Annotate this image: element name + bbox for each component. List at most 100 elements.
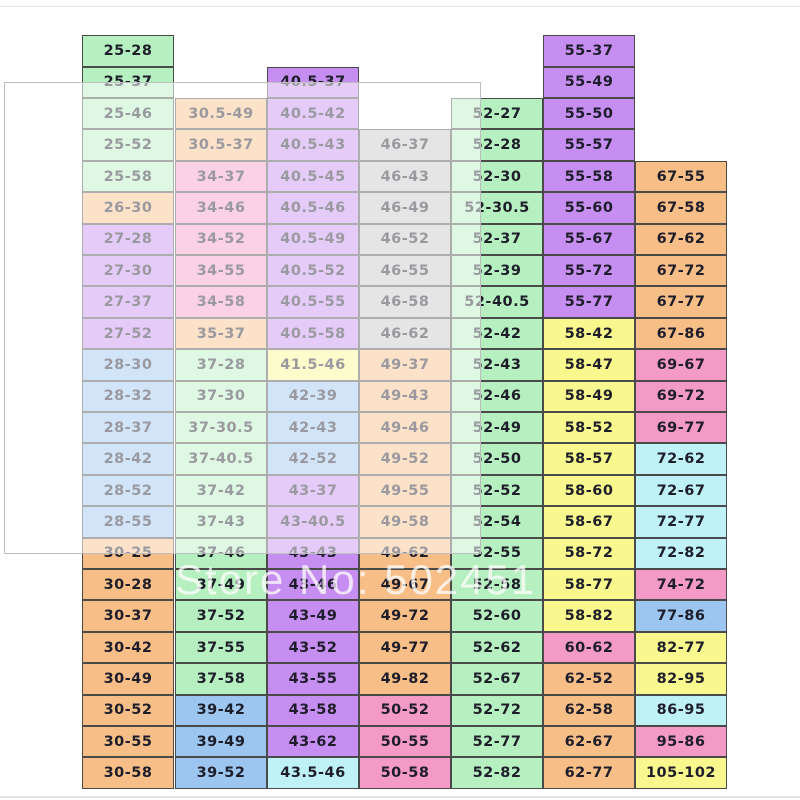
size-cell: 82-95 [635, 663, 727, 695]
size-cell: 25-46 [82, 98, 174, 130]
size-cell: 30-28 [82, 569, 174, 601]
size-cell: 46-55 [359, 255, 451, 287]
size-cell: 67-72 [635, 255, 727, 287]
size-cell: 52-28 [451, 129, 543, 161]
size-cell: 39-52 [175, 757, 267, 789]
size-cell: 40.5-55 [267, 286, 359, 318]
size-cell: 58-67 [543, 506, 635, 538]
size-cell: 50-55 [359, 726, 451, 758]
size-cell: 49-67 [359, 569, 451, 601]
size-cell: 30-58 [82, 757, 174, 789]
size-cell: 49-43 [359, 380, 451, 413]
size-cell: 28-30 [82, 349, 174, 381]
size-cell: 52-67 [451, 663, 543, 695]
size-cell: 49-82 [359, 663, 451, 695]
size-cell: 40.5-37 [267, 66, 359, 99]
size-cell: 28-32 [82, 380, 174, 413]
size-cell: 40.5-52 [267, 255, 359, 287]
size-cell: 58-57 [543, 443, 635, 475]
size-cell: 52-37 [451, 223, 543, 256]
size-cell: 52-82 [451, 757, 543, 789]
size-cell: 67-62 [635, 223, 727, 256]
size-cell: 52-54 [451, 506, 543, 538]
size-cell: 52-27 [451, 98, 543, 130]
size-cell: 37-55 [175, 631, 267, 664]
size-cell: 58-60 [543, 474, 635, 507]
size-cell: 67-86 [635, 317, 727, 350]
size-cell: 30-37 [82, 600, 174, 632]
size-cell: 55-50 [543, 98, 635, 130]
size-cell: 52-72 [451, 694, 543, 727]
size-cell: 43-58 [267, 694, 359, 727]
size-cell: 27-37 [82, 286, 174, 318]
size-cell: 52-58 [451, 569, 543, 601]
size-cell: 46-52 [359, 223, 451, 256]
size-cell: 30-25 [82, 537, 174, 570]
size-cell: 37-28 [175, 349, 267, 381]
size-cell: 46-49 [359, 192, 451, 224]
size-cell: 55-60 [543, 192, 635, 224]
size-cell: 30-55 [82, 726, 174, 758]
size-cell: 62-58 [543, 694, 635, 727]
size-cell: 34-58 [175, 286, 267, 318]
size-cell: 72-67 [635, 474, 727, 507]
size-cell: 58-77 [543, 569, 635, 601]
size-cell: 42-39 [267, 380, 359, 413]
size-cell: 40.5-43 [267, 129, 359, 161]
size-cell: 55-77 [543, 286, 635, 318]
size-cell: 28-55 [82, 506, 174, 538]
size-cell: 52-52 [451, 474, 543, 507]
size-cell: 28-37 [82, 412, 174, 444]
size-cell: 95-86 [635, 726, 727, 758]
size-cell: 52-55 [451, 537, 543, 570]
size-cell: 37-52 [175, 600, 267, 632]
size-cell: 52-62 [451, 631, 543, 664]
size-cell: 58-72 [543, 537, 635, 570]
size-cell: 27-30 [82, 255, 174, 287]
size-cell: 37-43 [175, 506, 267, 538]
size-cell: 37-40.5 [175, 443, 267, 475]
size-cell: 62-77 [543, 757, 635, 789]
size-cell: 40.5-58 [267, 317, 359, 350]
size-cell: 67-55 [635, 160, 727, 193]
size-cell: 39-42 [175, 694, 267, 727]
size-cell: 46-37 [359, 129, 451, 161]
size-cell: 52-77 [451, 726, 543, 758]
size-cell: 43-37 [267, 474, 359, 507]
size-cell: 25-37 [82, 66, 174, 99]
size-cell: 42-52 [267, 443, 359, 475]
size-cell: 67-58 [635, 192, 727, 224]
size-cell: 52-30 [451, 160, 543, 193]
size-cell: 30-49 [82, 663, 174, 695]
size-cell: 40.5-46 [267, 192, 359, 224]
size-cell: 58-47 [543, 349, 635, 381]
size-cell: 28-42 [82, 443, 174, 475]
size-cell: 46-43 [359, 160, 451, 193]
size-cell: 37-49 [175, 569, 267, 601]
size-cell: 72-62 [635, 443, 727, 475]
size-cell: 69-67 [635, 349, 727, 381]
size-cell: 35-37 [175, 317, 267, 350]
size-cell: 26-30 [82, 192, 174, 224]
size-cell: 52-30.5 [451, 192, 543, 224]
size-cell: 49-55 [359, 474, 451, 507]
size-cell: 49-52 [359, 443, 451, 475]
size-cell: 40.5-49 [267, 223, 359, 256]
size-cell: 52-50 [451, 443, 543, 475]
size-cell: 43-43 [267, 537, 359, 570]
size-cell: 52-43 [451, 349, 543, 381]
size-cell: 37-46 [175, 537, 267, 570]
size-cell: 86-95 [635, 694, 727, 727]
size-cell: 34-55 [175, 255, 267, 287]
size-cell: 25-52 [82, 129, 174, 161]
size-cell: 62-52 [543, 663, 635, 695]
size-cell: 72-82 [635, 537, 727, 570]
size-cell: 52-42 [451, 317, 543, 350]
size-cell: 40.5-45 [267, 160, 359, 193]
size-cell: 30-42 [82, 631, 174, 664]
size-cell: 46-58 [359, 286, 451, 318]
size-cell: 49-37 [359, 349, 451, 381]
size-cell: 49-72 [359, 600, 451, 632]
size-cell: 34-37 [175, 160, 267, 193]
size-cell: 60-62 [543, 631, 635, 664]
